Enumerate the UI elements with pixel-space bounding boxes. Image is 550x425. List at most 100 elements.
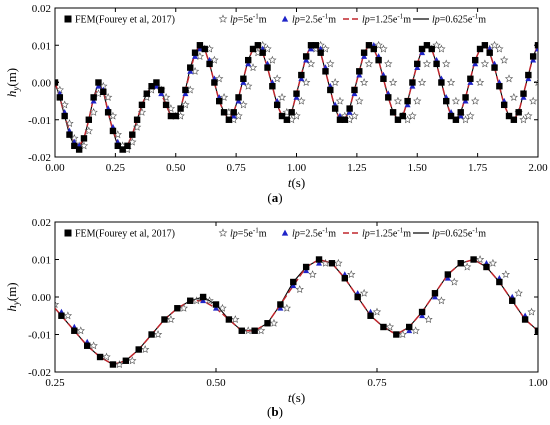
data-point-triangle [290,282,297,289]
data-point-square [269,83,276,90]
chart-panel-b: -0.02 -0.01 0.00 0.01 0.02 0.25 0.50 0.75 1.00 t(… [4,217,548,419]
data-point-square [153,79,160,86]
data-point-square [399,112,406,120]
data-point-square [491,64,498,71]
data-point-triangle [95,82,102,89]
x-tick-label: 0.75 [227,162,247,174]
data-point-star [84,126,93,135]
data-point-square [56,94,64,101]
data-point-square [346,105,353,112]
data-point-square [201,45,208,53]
data-point-square [277,301,284,308]
data-point-square [133,116,141,123]
data-point-square [162,101,170,109]
data-point-star [417,78,427,87]
legend: FEM(Fourey et al, 2017) lp=5e-1m lp=2.5e-1… [64,227,486,240]
data-point-square [206,60,213,68]
data-point-star [524,111,533,120]
data-point-triangle [467,79,474,85]
data-point-square [302,53,310,60]
legend-label: lp=1.25e-1m [362,227,411,240]
data-point-square [302,263,310,271]
data-point-star [533,78,538,87]
data-point-triangle [431,293,438,300]
x-tick-label: 0.50 [166,162,186,174]
data-point-star [475,78,485,87]
x-axis-label: t(s) [288,390,305,405]
data-point-triangle [457,112,464,119]
data-point-star [372,307,382,316]
data-point-square [167,112,175,120]
data-point-square [322,68,329,75]
x-tick-label: 1.25 [347,162,367,174]
x-tick-label: 1.00 [528,377,548,389]
data-point-triangle [419,49,426,56]
data-point-square [394,116,402,123]
data-point-star [239,100,248,109]
data-point-triangle [462,97,469,104]
data-point-star [451,96,461,105]
data-point-square [119,146,126,153]
data-point-star [132,122,142,131]
data-point-square [328,260,336,267]
legend-label: lp=0.625e-1m [432,13,486,26]
data-point-square [365,42,373,49]
data-point-square [264,320,271,327]
data-point-triangle [351,90,358,97]
data-point-square [375,56,382,64]
panel-caption: (b) [267,404,283,419]
data-point-star [321,44,330,53]
data-point-star [385,322,395,331]
plot-area [55,255,538,369]
data-point-square [409,79,416,86]
data-point-star [347,270,356,279]
data-point-star [334,258,343,267]
data-point-star [277,93,287,101]
data-point-square [135,346,142,353]
data-point-star [509,93,519,101]
data-point-star [153,330,163,339]
data-point-star [374,40,383,49]
data-point-triangle [192,53,199,59]
data-point-square [122,357,130,364]
data-point-star [161,93,171,101]
x-tick-label: 1.00 [287,162,307,174]
data-point-triangle [240,79,247,85]
data-point-square [177,105,184,112]
data-point-star [219,93,229,101]
x-tick-label: 1.75 [468,162,488,174]
x-tick-label: 0.00 [45,162,65,174]
data-point-star [115,360,124,369]
data-point-square [505,112,513,120]
x-tick-label: 1.50 [408,162,428,174]
data-point-triangle [277,304,284,311]
data-point-triangle [419,312,426,319]
data-point-square [290,278,297,286]
data-point-star [411,326,420,335]
data-point-star [263,44,272,53]
data-point-square [444,271,452,278]
data-point-square [457,260,464,267]
data-point-square [483,263,490,271]
data-point-star [388,78,398,87]
data-point-star [408,111,417,120]
data-point-square [212,301,220,308]
data-point-square [534,327,538,334]
data-point-square [104,109,112,116]
data-point-square [520,90,527,97]
data-point-square [496,83,503,90]
legend-label: FEM(Fourey et al, 2017) [75,229,175,240]
data-point-star [297,96,306,105]
legend-label: lp=1.25e-1m [362,13,411,26]
data-point-star [295,285,304,294]
data-point-square [331,105,339,112]
data-point-square [521,316,529,323]
data-point-square [238,327,245,334]
data-point-square [462,94,469,101]
data-point-triangle [303,267,310,274]
data-point-star [495,44,504,53]
data-point-square [467,75,474,82]
data-point-triangle [535,45,538,52]
data-point-square [143,90,150,97]
data-point-star [442,59,451,68]
